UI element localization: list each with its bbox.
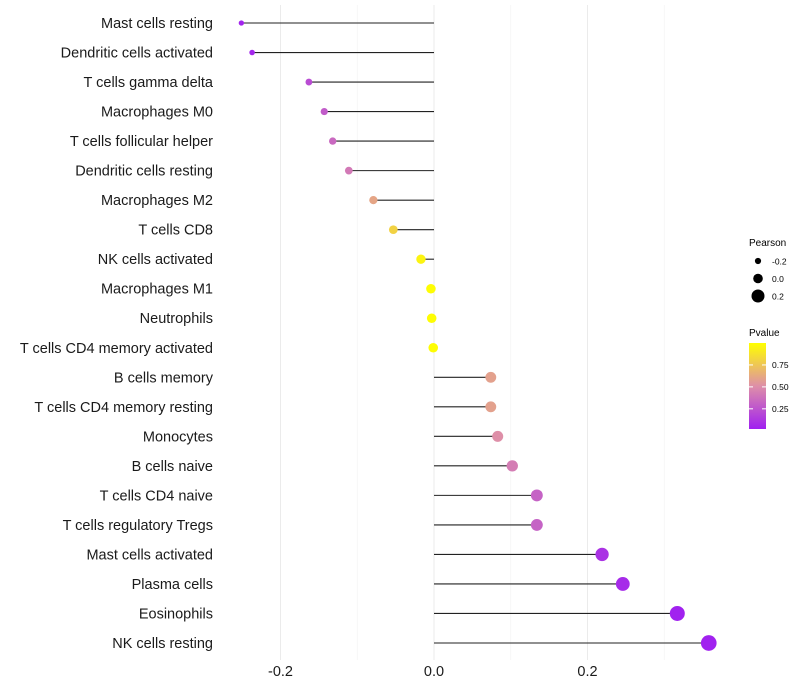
legend-size-label: -0.2 xyxy=(772,257,787,267)
y-tick-label: Monocytes xyxy=(143,429,213,445)
x-axis-labels: -0.2 0.0 0.2 xyxy=(268,664,598,680)
legend-color-label: 0.25 xyxy=(772,404,789,414)
y-tick-label: Plasma cells xyxy=(132,577,213,593)
lollipop-point xyxy=(530,518,543,531)
legend: Pearson Pvalue -0.2 0.0 0.2 0.25 0.50 0.75 xyxy=(749,238,789,429)
lollipop-point xyxy=(615,577,630,591)
marks xyxy=(238,20,717,651)
pvalue-colorbar xyxy=(749,343,766,429)
legend-size-label: 0.0 xyxy=(772,274,784,284)
y-tick-label: T cells follicular helper xyxy=(70,134,213,150)
lollipop-point xyxy=(700,635,717,651)
y-tick-label: Macrophages M1 xyxy=(101,282,213,298)
lollipop-point xyxy=(388,225,398,235)
lollipop-point xyxy=(485,401,497,413)
x-tick-label: 0.2 xyxy=(577,664,597,680)
lollipop-point xyxy=(492,430,504,442)
y-tick-label: T cells CD4 memory resting xyxy=(34,400,213,416)
legend-size-key xyxy=(754,257,762,265)
legend-color-title: Pvalue xyxy=(749,328,780,339)
grid xyxy=(280,5,665,660)
lollipop-point xyxy=(426,313,437,324)
y-tick-label: Mast cells resting xyxy=(101,16,213,32)
y-tick-label: T cells CD4 naive xyxy=(100,488,213,504)
legend-size-key xyxy=(753,273,763,284)
y-tick-label: B cells naive xyxy=(132,459,213,475)
legend-color-label: 0.50 xyxy=(772,382,789,392)
y-tick-label: NK cells resting xyxy=(112,636,213,652)
legend-size-key xyxy=(751,289,765,303)
y-tick-label: Dendritic cells activated xyxy=(61,46,213,62)
y-tick-label: Neutrophils xyxy=(140,311,213,327)
legend-size-title: Pearson xyxy=(749,238,786,249)
y-tick-label: Mast cells activated xyxy=(86,547,213,563)
x-tick-label: 0.0 xyxy=(424,664,444,680)
y-tick-label: T cells gamma delta xyxy=(84,75,214,91)
lollipop-point xyxy=(428,342,439,353)
y-tick-label: Macrophages M2 xyxy=(101,193,213,209)
y-tick-label: Dendritic cells resting xyxy=(75,164,213,180)
lollipop-point xyxy=(329,137,337,145)
lollipop-point xyxy=(249,49,255,56)
lollipop-point xyxy=(369,196,378,205)
y-tick-label: T cells CD8 xyxy=(138,223,213,239)
y-tick-label: Eosinophils xyxy=(139,606,213,622)
y-tick-label: T cells regulatory Tregs xyxy=(63,518,213,534)
lollipop-point xyxy=(320,107,328,116)
y-tick-label: B cells memory xyxy=(114,370,214,386)
lollipop-point xyxy=(426,283,436,294)
lollipop-point xyxy=(238,20,245,26)
lollipop-point xyxy=(595,547,609,562)
lollipop-point xyxy=(344,166,353,175)
legend-size-label: 0.2 xyxy=(772,292,784,302)
lollipop-point xyxy=(669,605,685,621)
legend-color-label: 0.75 xyxy=(772,360,789,370)
x-tick-label: -0.2 xyxy=(268,664,293,680)
lollipop-point xyxy=(305,78,313,86)
lollipop-point xyxy=(416,254,426,264)
lollipop-point xyxy=(485,371,497,383)
y-axis-labels: Mast cells resting Dendritic cells activa… xyxy=(20,16,214,652)
y-tick-label: T cells CD4 memory activated xyxy=(20,341,213,357)
y-tick-label: Macrophages M0 xyxy=(101,105,213,121)
y-tick-label: NK cells activated xyxy=(98,252,213,268)
lollipop-point xyxy=(506,460,518,472)
lollipop-point xyxy=(530,489,543,502)
